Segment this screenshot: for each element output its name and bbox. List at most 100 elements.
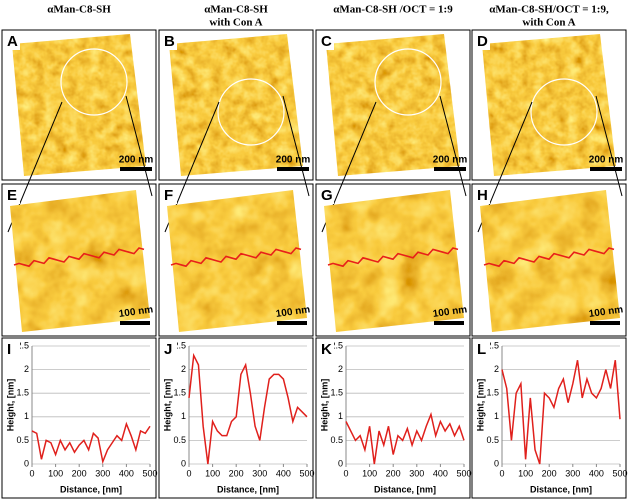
y-tick-label: 1.5 [16,388,29,398]
panel-letter: H [477,187,488,204]
scale-label: 200 nm [119,155,154,166]
y-tick-label: 1 [181,411,186,421]
y-tick-label: 2 [494,364,499,374]
x-tick-label: 300 [252,468,267,478]
letter-box [4,32,20,50]
x-tick-label: 300 [95,468,110,478]
zoom-line [282,95,310,197]
column-title: αMan-C8-SH /OCT = 1:9 [333,4,453,16]
panel-frame [1,183,157,337]
zoom-line [125,95,153,197]
panel-frame [158,337,314,499]
column-title: with Con A [209,17,262,29]
scale-bar [120,167,152,171]
letter-box [474,32,490,50]
line-series [31,421,151,465]
x-tick-label: 500 [299,468,314,478]
scale-bar [590,167,622,171]
panel-frame [315,29,471,181]
panel-letter: J [164,341,172,358]
panel-frame [315,183,471,337]
y-tick-label: 0 [494,458,499,468]
x-tick-label: 100 [518,468,533,478]
letter-box [318,340,334,358]
letter-box [161,32,177,50]
afm-image [167,190,307,332]
column-title: with Con A [522,17,575,29]
letter-box [318,186,334,204]
scale-bar [434,167,466,171]
x-tick-label: 200 [386,468,401,478]
panel-frame [471,183,627,337]
y-tick-label: 0.5 [330,435,343,445]
scale-label: 100 nm [118,304,154,320]
y-axis-label: Height, [nm] [162,379,172,432]
panel-letter: B [164,33,175,50]
x-tick-label: 100 [205,468,220,478]
letter-box [318,32,334,50]
panel-letter: E [7,187,17,204]
line-series [501,360,621,465]
y-tick-label: 2.5 [486,340,499,350]
letter-box [161,186,177,204]
x-tick-label: 400 [433,468,448,478]
panel-frame [158,29,314,181]
y-tick-label: 1 [338,411,343,421]
panel-letter: I [7,341,11,358]
x-tick-label: 0 [29,468,34,478]
x-tick-label: 500 [612,468,627,478]
x-tick-label: 400 [119,468,134,478]
column-title: αMan-C8-SH [47,4,111,16]
x-tick-label: 300 [409,468,424,478]
scale-bar [434,321,464,325]
scale-label: 200 nm [589,155,624,166]
panel-frame [471,337,627,499]
zoom-circle [530,78,598,146]
letter-box [4,186,20,204]
y-tick-label: 1.5 [330,388,343,398]
y-tick-label: 0 [24,458,29,468]
panel-frame [471,29,627,181]
profile-trace [13,247,145,268]
x-tick-label: 100 [48,468,63,478]
y-tick-label: 2.5 [330,340,343,350]
y-tick-label: 1.5 [173,388,186,398]
y-tick-label: 1 [24,411,29,421]
x-tick-label: 200 [542,468,557,478]
x-tick-label: 200 [72,468,87,478]
y-tick-label: 1 [494,411,499,421]
y-tick-label: 0.5 [486,435,499,445]
panel-letter: C [321,33,332,50]
letter-box [4,340,20,358]
column-title: αMan-C8-SH/OCT = 1:9, [489,4,609,16]
zoom-line [439,95,467,197]
x-axis-label: Distance, [nm] [530,484,592,494]
x-tick-label: 0 [186,468,191,478]
afm-image [480,190,620,332]
panel-letter: D [477,33,488,50]
y-tick-label: 0 [338,458,343,468]
x-tick-label: 300 [565,468,580,478]
scale-label: 100 nm [275,304,311,320]
letter-box [474,186,490,204]
x-tick-label: 400 [276,468,291,478]
x-tick-label: 100 [362,468,377,478]
y-axis-label: Height, [nm] [475,379,485,432]
panel-frame [1,337,157,499]
panel-frame [1,29,157,181]
scale-bar [590,321,620,325]
x-axis-label: Distance, [nm] [374,484,436,494]
y-axis-label: Height, [nm] [319,379,329,432]
zoom-circle [60,48,128,116]
profile-trace [327,247,459,268]
scale-label: 200 nm [276,155,311,166]
x-tick-label: 200 [229,468,244,478]
afm-image [324,190,464,332]
y-tick-label: 2 [338,364,343,374]
x-tick-label: 0 [499,468,504,478]
panel-letter: F [164,187,173,204]
letter-box [474,340,490,358]
x-tick-label: 0 [343,468,348,478]
scale-bar [120,321,150,325]
